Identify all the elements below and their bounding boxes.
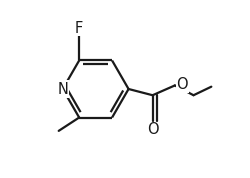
Text: F: F bbox=[75, 21, 83, 36]
Text: N: N bbox=[57, 82, 68, 96]
Text: O: O bbox=[147, 122, 158, 137]
Text: O: O bbox=[176, 77, 188, 92]
